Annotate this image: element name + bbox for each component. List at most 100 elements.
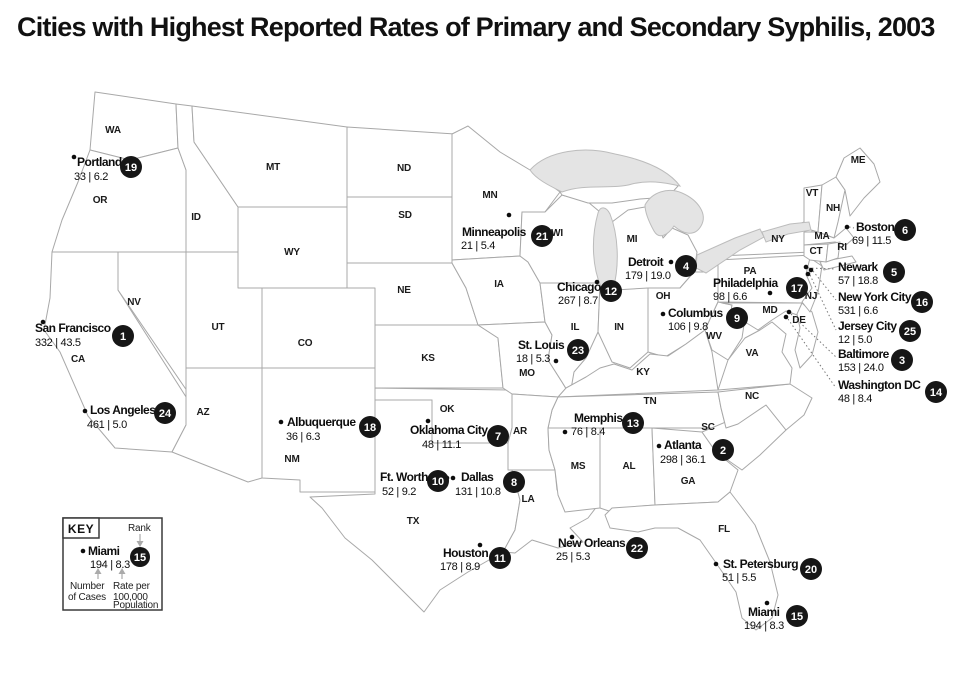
- state-ky: [557, 329, 719, 398]
- state-label-ct: CT: [810, 246, 823, 257]
- city-columbus: Columbus 106 | 9.8 9: [660, 306, 748, 333]
- city-dot: [786, 309, 792, 315]
- state-labels: WA OR CA NV ID MT WY UT CO AZ NM ND SD N…: [71, 125, 866, 535]
- rank-number: 2: [720, 445, 726, 457]
- city-stats: 51 | 5.5: [722, 572, 756, 584]
- city-stats: 298 | 36.1: [660, 454, 706, 466]
- state-shapes: [43, 91, 881, 631]
- key-rank-badge: [130, 547, 150, 567]
- city-albuquerque: Albuquerque 36 | 6.3 18: [278, 415, 381, 443]
- rank-badge: [800, 558, 822, 580]
- state-label-sc: SC: [701, 422, 715, 433]
- key-rate-label-2: 100,000: [113, 592, 148, 603]
- state-label-nm: NM: [284, 454, 299, 465]
- long-island: [819, 255, 857, 271]
- rank-number: 8: [511, 477, 517, 489]
- city-miami: Miami 194 | 8.3 15: [744, 600, 808, 632]
- city-los-angeles: Los Angeles 461 | 5.0 24: [82, 402, 176, 431]
- state-nc: [717, 383, 813, 431]
- state-label-id: ID: [191, 212, 201, 223]
- city-memphis: Memphis 76 | 8.4 13: [562, 411, 644, 438]
- city-philadelphia: Philadelphia 98 | 6.6 17: [713, 276, 808, 303]
- state-label-tx: TX: [407, 516, 420, 527]
- state-label-ms: MS: [571, 461, 586, 472]
- state-ct: [803, 243, 829, 263]
- city-dot: [808, 267, 814, 273]
- city-stats: 21 | 5.4: [461, 240, 495, 252]
- city-stats: 332 | 43.5: [35, 337, 81, 349]
- state-label-nc: NC: [745, 391, 759, 402]
- city-washington-dc: Washington DC 48 | 8.4 14: [783, 314, 947, 405]
- city-minneapolis: Minneapolis 21 | 5.4 21: [461, 212, 553, 252]
- city-name: San Francisco: [35, 321, 111, 335]
- state-label-ut: UT: [212, 322, 225, 333]
- rank-number: 23: [572, 345, 584, 357]
- city-dot: [803, 264, 809, 270]
- lake-superior: [529, 149, 682, 193]
- rank-badge: [786, 277, 808, 299]
- city-name: Miami: [748, 605, 780, 619]
- state-label-ga: GA: [681, 476, 696, 487]
- city-dallas: Dallas 131 | 10.8 8: [450, 470, 525, 498]
- city-boston: Boston 69 | 11.5 6: [844, 219, 916, 247]
- city-st-petersburg: St. Petersburg 51 | 5.5 20: [713, 557, 822, 584]
- rank-badge: [531, 225, 553, 247]
- state-label-nd: ND: [397, 163, 411, 174]
- city-name: Houston: [443, 546, 488, 560]
- city-name: Columbus: [668, 306, 723, 320]
- city-name: Ft. Worth: [380, 470, 428, 484]
- city-stats: 131 | 10.8: [455, 486, 501, 498]
- key-rate-label-3: Population: [113, 600, 158, 611]
- state-label-oh: OH: [656, 291, 671, 302]
- rank-number: 14: [930, 387, 943, 399]
- city-stats: 48 | 11.1: [422, 439, 461, 451]
- rank-badge: [112, 325, 134, 347]
- city-stats: 194 | 8.3: [744, 620, 784, 632]
- rank-number: 6: [902, 225, 908, 237]
- rank-badge: [489, 547, 511, 569]
- rank-badge: [120, 156, 142, 178]
- leader-boston: [848, 226, 855, 229]
- city-dot: [767, 290, 773, 296]
- city-stats: 12 | 5.0: [838, 334, 872, 346]
- city-atlanta: Atlanta 298 | 36.1 2: [656, 438, 734, 466]
- state-label-nv: NV: [127, 297, 141, 308]
- rank-badge: [786, 605, 808, 627]
- key-rate-arrowhead: [118, 568, 126, 574]
- city-new-york-city: New York City 531 | 6.6 16: [808, 267, 933, 317]
- state-label-in: IN: [614, 322, 624, 333]
- rank-number: 3: [899, 355, 905, 367]
- city-name: Minneapolis: [462, 225, 527, 239]
- key-rate-label-1: Rate per: [113, 581, 151, 592]
- rank-badge: [726, 307, 748, 329]
- lake-erie: [695, 228, 765, 274]
- state-label-co: CO: [298, 338, 313, 349]
- state-label-il: IL: [571, 322, 580, 333]
- city-stats: 48 | 8.4: [838, 393, 872, 405]
- city-name: Albuquerque: [287, 415, 356, 429]
- city-stats: 57 | 18.8: [838, 275, 878, 287]
- city-st-louis: St. Louis 18 | 5.3 23: [516, 338, 589, 365]
- city-name: St. Petersburg: [723, 557, 798, 571]
- rank-number: 5: [891, 267, 897, 279]
- city-name: Detroit: [628, 255, 664, 269]
- city-name: Memphis: [574, 411, 623, 425]
- great-lakes: [529, 149, 812, 291]
- city-stats: 69 | 11.5: [852, 235, 891, 247]
- city-dot: [805, 271, 811, 277]
- state-label-sd: SD: [398, 210, 412, 221]
- city-dot: [569, 534, 575, 540]
- lake-ontario: [761, 221, 812, 243]
- city-san-francisco: San Francisco 332 | 43.5 1: [35, 319, 134, 349]
- city-stats: 25 | 5.3: [556, 551, 590, 563]
- city-stats: 76 | 8.4: [571, 426, 605, 438]
- rank-number: 11: [494, 553, 506, 565]
- city-stats: 98 | 6.6: [713, 291, 747, 303]
- state-label-mt: MT: [266, 162, 280, 173]
- city-dot: [40, 319, 46, 325]
- city-dot: [656, 443, 662, 449]
- map-key: KEY Rank Miami 194 | 8.3 15 Number of Ca…: [62, 517, 163, 611]
- rank-number: 21: [536, 231, 548, 243]
- city-newark: Newark 57 | 18.8 5: [803, 260, 905, 287]
- city-name: St. Louis: [518, 338, 565, 352]
